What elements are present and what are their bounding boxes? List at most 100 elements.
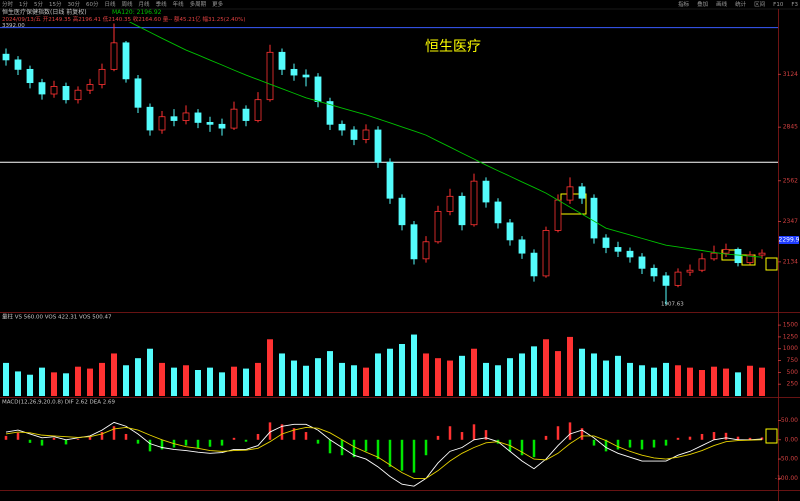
volume-bar [87, 368, 93, 396]
volume-bar [687, 367, 693, 396]
volume-bar [303, 365, 309, 396]
candle-body [482, 180, 490, 203]
candle-body [110, 42, 118, 70]
candle-body [38, 82, 46, 95]
volume-bar [327, 351, 333, 396]
volume-bar [99, 362, 105, 396]
candle-body [530, 252, 538, 277]
volume-bar [471, 348, 477, 396]
candle-body [374, 129, 382, 163]
highlight-box [765, 428, 778, 444]
toolbar-item[interactable]: 季线 [156, 0, 168, 8]
candle-body [170, 116, 178, 121]
candle-body [566, 186, 574, 201]
volume-bar [399, 344, 405, 396]
toolbar-item[interactable]: 年线 [173, 0, 185, 8]
tool-button[interactable]: 区间 [754, 0, 765, 8]
candle-body [650, 267, 658, 277]
toolbar-item[interactable]: 分时 [2, 0, 14, 8]
toolbar-item[interactable]: 1分 [19, 0, 28, 8]
ma-line [128, 22, 763, 258]
volume-bar [123, 365, 129, 396]
volume-bar [543, 339, 549, 396]
candle-body [722, 248, 730, 254]
toolbar-item[interactable]: 日线 [105, 0, 117, 8]
candle-body [158, 116, 166, 131]
candle-body [578, 186, 586, 199]
y-tick-label: -50.00 [779, 456, 799, 463]
tool-button[interactable]: 统计 [735, 0, 747, 8]
volume-bar [591, 353, 597, 396]
volume-bar [147, 348, 153, 396]
volume-bar [351, 365, 357, 396]
volume-bar [531, 346, 537, 396]
toolbar-item[interactable]: 60分 [86, 0, 99, 8]
toolbar-item[interactable]: 30分 [68, 0, 81, 8]
candle-body [182, 112, 190, 121]
y-tick-label: 3124 [783, 71, 798, 78]
volume-bar [663, 362, 669, 396]
volume-bar [483, 362, 489, 396]
y-tick-label: 1500 [783, 322, 798, 329]
candle-body [674, 271, 682, 286]
candle-body [470, 180, 478, 226]
candle-body [506, 222, 514, 241]
candle-body [602, 237, 610, 248]
volume-bar [495, 365, 501, 396]
candle-body [98, 68, 106, 85]
y-tick-label: -100.00 [775, 475, 798, 482]
volume-bar [363, 367, 369, 396]
tool-button[interactable]: F3 [791, 2, 798, 8]
volume-bar [651, 367, 657, 396]
toolbar-item[interactable]: 周线 [122, 0, 134, 8]
volume-bar [39, 367, 45, 396]
toolbar-item[interactable]: 更多 [212, 0, 224, 8]
volume-bar [207, 367, 213, 396]
volume-bar [579, 348, 585, 396]
candle-body [542, 230, 550, 277]
candle-body [230, 108, 238, 129]
volume-bar [63, 373, 69, 396]
toolbar-item[interactable]: 多周期 [190, 0, 207, 8]
candle-body [74, 89, 82, 101]
volume-header: 量柱 VS 560.00 VOS 422.31 VOS 500.47 [2, 313, 112, 321]
toolbar-item[interactable]: 15分 [49, 0, 62, 8]
candle-body [242, 108, 250, 121]
volume-bar [51, 372, 57, 396]
ma-label: MA120: 2196.92 [112, 9, 162, 16]
volume-bar [183, 365, 189, 396]
candle-body [362, 129, 370, 140]
max-label: 3392.00 [2, 23, 25, 29]
volume-bar [159, 362, 165, 396]
candle-body [734, 248, 742, 264]
candle-body [398, 197, 406, 226]
volume-bar [255, 362, 261, 396]
tool-button[interactable]: 叠加 [697, 0, 708, 8]
y-tick-label: 1000 [783, 345, 798, 352]
candle-body [266, 51, 274, 101]
tool-button[interactable]: F10 [773, 2, 784, 8]
tool-button[interactable]: 指标 [678, 0, 690, 8]
candle-body [218, 123, 226, 129]
candle-body [350, 129, 358, 140]
y-tick-label: 750 [787, 357, 799, 364]
candle-body [122, 42, 130, 80]
candle-body [614, 247, 622, 252]
candle-body [290, 68, 298, 76]
candle-body [758, 252, 766, 256]
volume-bar [375, 353, 381, 396]
volume-bar [519, 353, 525, 396]
volume-bar [567, 336, 573, 396]
candle-body [50, 86, 58, 95]
candle-body [422, 241, 430, 260]
y-tick-label: 2562 [783, 177, 798, 184]
volume-bar [555, 351, 561, 396]
instrument-name: 恒生医疗保健指数(日线 前复权) [2, 8, 87, 16]
tool-button[interactable]: 画线 [716, 0, 728, 8]
candle-body [746, 254, 754, 264]
candle-body [62, 86, 70, 101]
volume-bar [267, 339, 273, 396]
toolbar-item[interactable]: 5分 [34, 0, 43, 8]
toolbar-item[interactable]: 月线 [139, 0, 151, 8]
volume-bar [111, 353, 117, 396]
